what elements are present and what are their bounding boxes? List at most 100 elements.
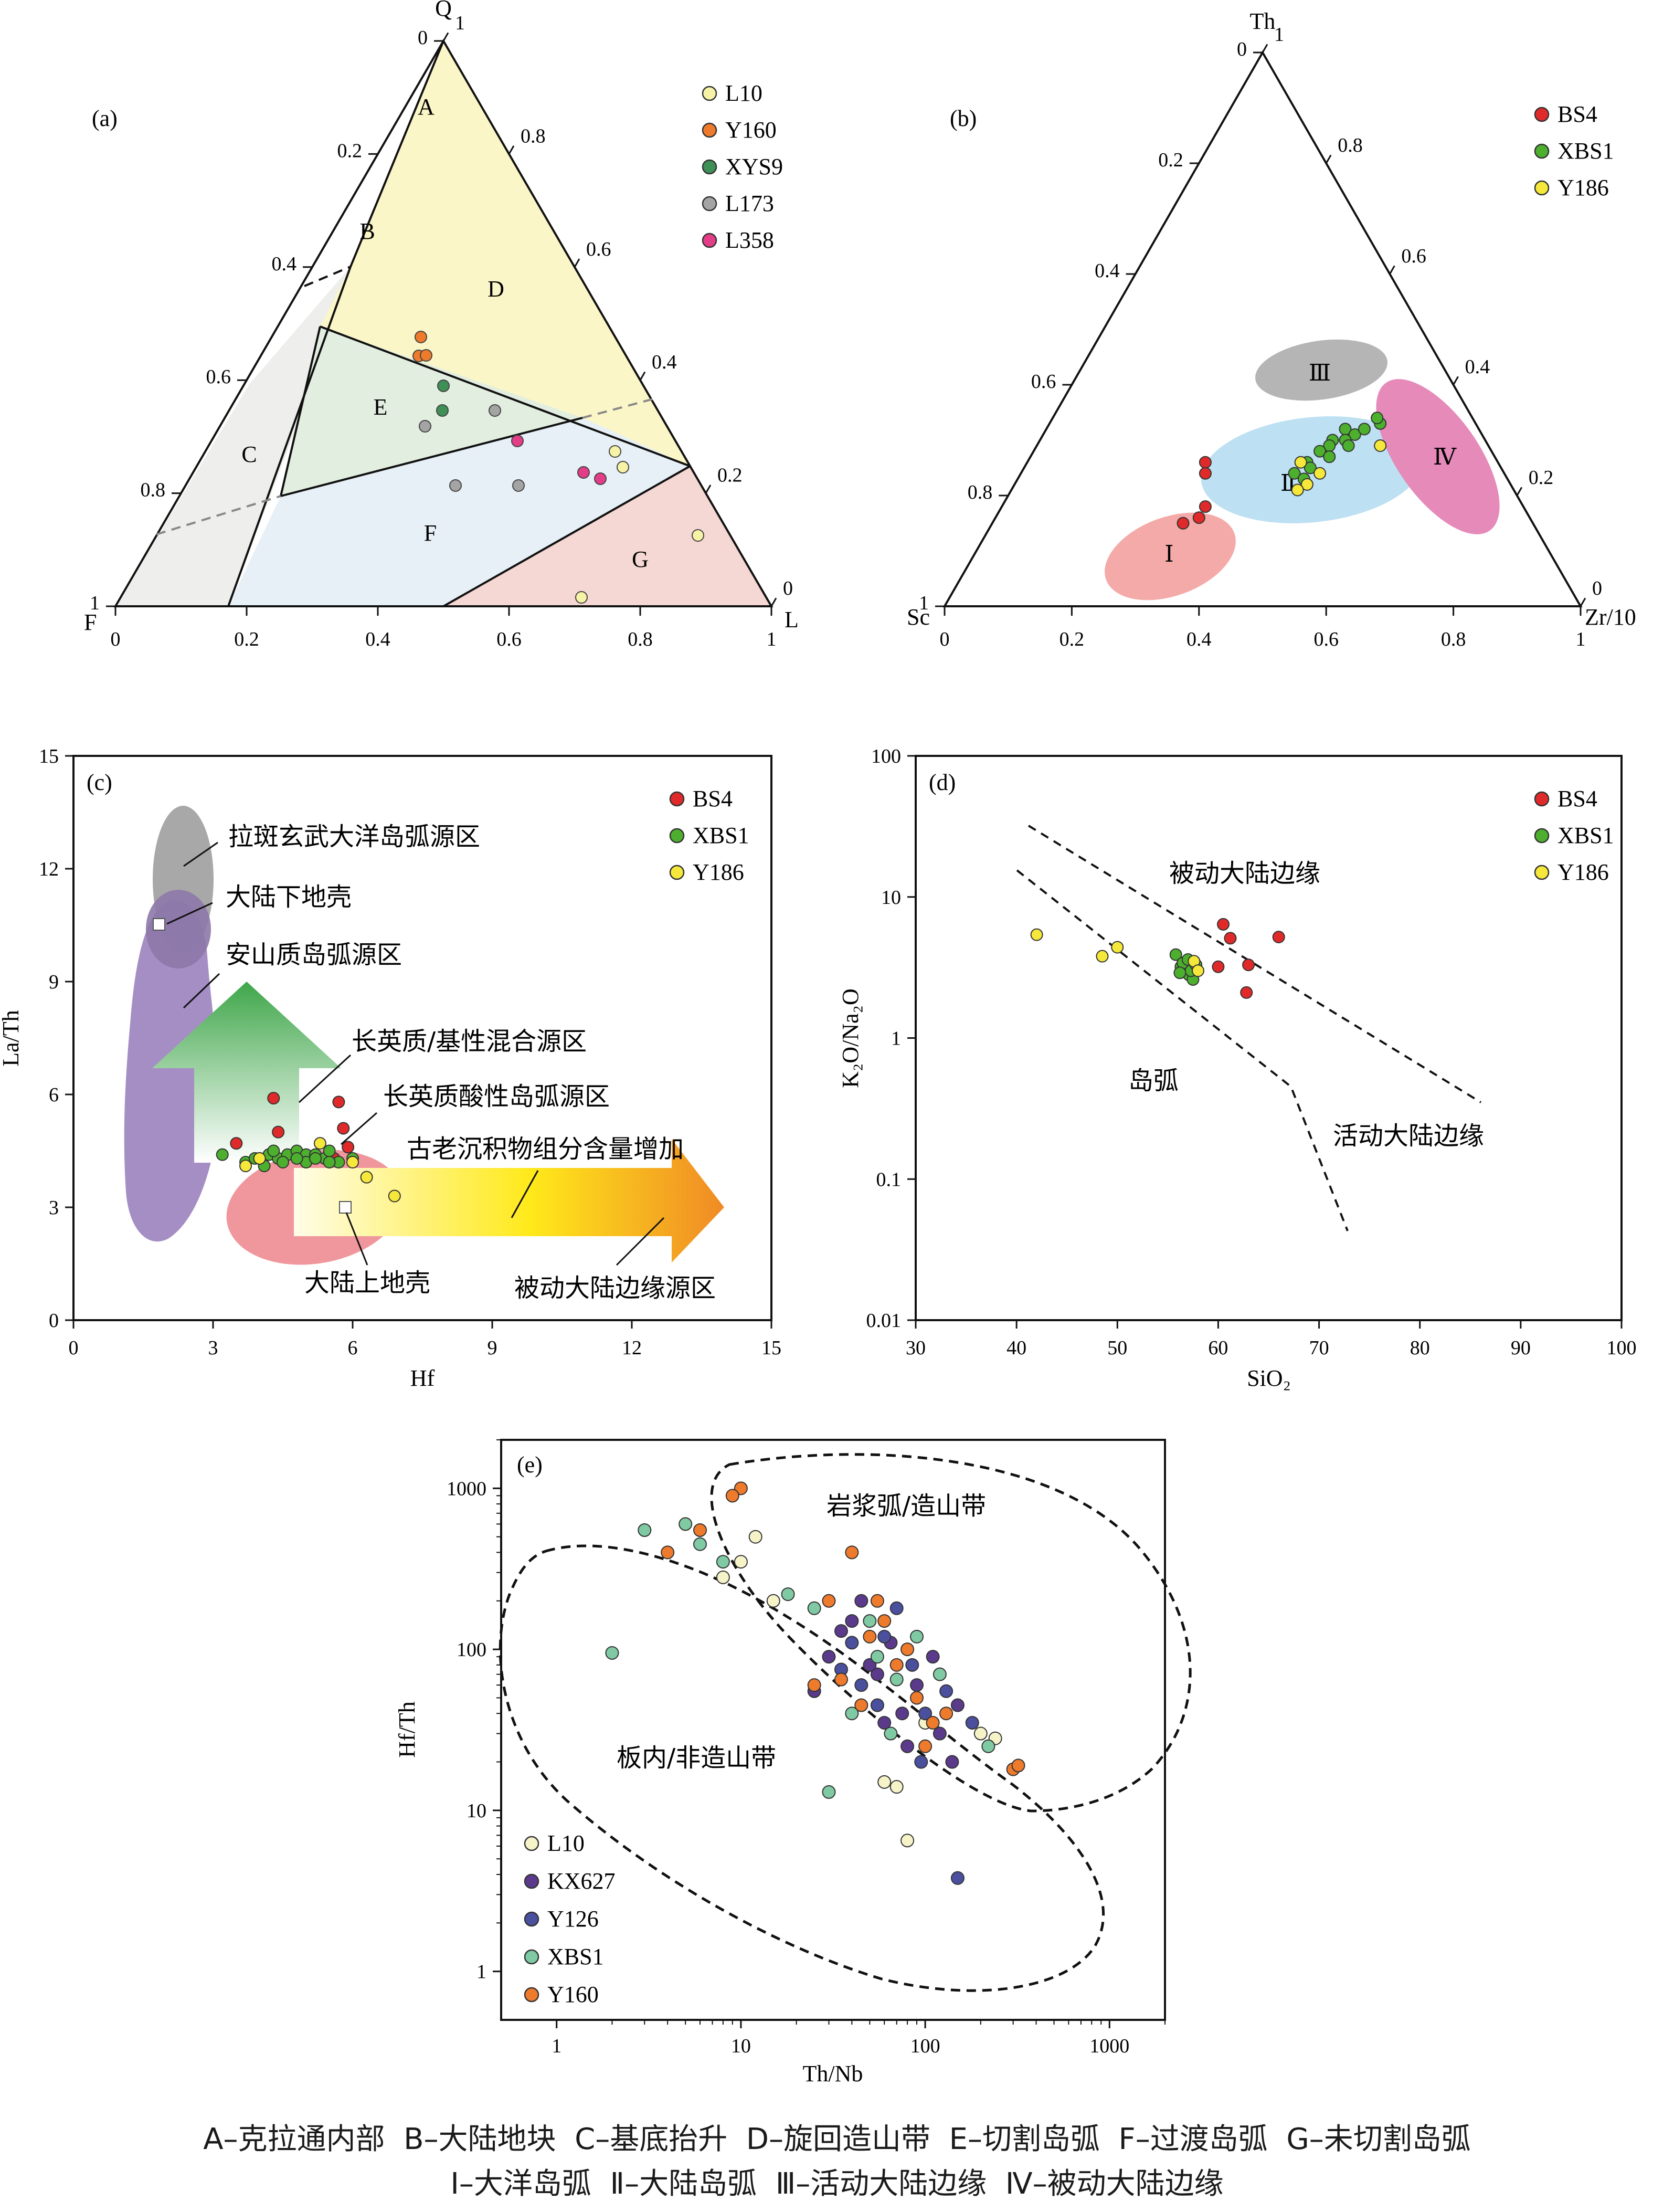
a-tick-right-5 <box>770 597 777 607</box>
a-tick-label-right-1: 0.8 <box>521 125 546 147</box>
e-legend-marker-1 <box>524 1873 539 1889</box>
d-legend-marker-2 <box>1534 865 1550 880</box>
b-tick-label-left-5: 1 <box>919 592 929 614</box>
a-tick-label-right-0: 1 <box>455 12 465 34</box>
anno-active-margin: 活动大陆边缘 <box>1333 1121 1484 1151</box>
region-label-c: C <box>241 441 257 467</box>
e-point-y160-18 <box>918 1739 933 1753</box>
e-point-y160-3 <box>693 1523 707 1537</box>
region-g <box>443 466 771 606</box>
c-point-xbs1-17 <box>323 1156 336 1168</box>
vertex-zr: Zr/10 <box>1585 604 1636 630</box>
anno-intraplate: 板内/非造山带 <box>617 1743 776 1773</box>
e-point-y160-16 <box>807 1678 821 1692</box>
b-tick-label-left-2: 0.4 <box>1095 260 1120 282</box>
region-label-a: A <box>418 94 435 120</box>
e-point-xbs1-7 <box>807 1601 821 1615</box>
a-tick-label-left-1: 0.2 <box>337 140 363 162</box>
e-point-xbs1-4 <box>716 1555 730 1569</box>
region-label-i: Ⅰ <box>1164 541 1173 567</box>
region-label-g: G <box>632 546 649 572</box>
field-intraplate <box>499 1544 1105 1992</box>
c-ytick-label-2: 6 <box>49 1084 59 1106</box>
e-ylabel: Hf/Th <box>394 1701 420 1758</box>
e-point-kx627-10 <box>900 1739 915 1753</box>
anno-andesitic: 安山质岛弧源区 <box>226 940 402 970</box>
vertex-q: Q <box>435 0 452 21</box>
c-xtick-label-1: 3 <box>208 1337 218 1359</box>
c-point-y186-4 <box>388 1189 401 1203</box>
a-tick-label-right-5: 0 <box>783 577 793 599</box>
b-point-xbs1-11 <box>1304 461 1317 475</box>
frame-c <box>72 755 772 1321</box>
e-point-y160-12 <box>900 1642 915 1657</box>
e-xtick-label-3: 1000 <box>1089 2035 1129 2057</box>
d-point-bs4-5 <box>1240 986 1253 999</box>
anno-mixed: 长英质/基性混合源区 <box>352 1027 587 1056</box>
a-point-l358-0 <box>511 435 524 447</box>
e-point-kx627-4 <box>910 1678 924 1692</box>
a-legend-marker-0 <box>702 86 717 101</box>
a-point-l10-3 <box>575 591 588 604</box>
e-xtick-label-0: 1 <box>552 2035 561 2057</box>
c-xtick-label-5: 15 <box>761 1337 781 1359</box>
e-point-l10-0 <box>748 1530 762 1544</box>
panel-b: Ⅲ Ⅱ Ⅳ Ⅰ (b) Th Sc Zr/10 00.20.40.60.81 1… <box>907 8 1636 650</box>
c-point-bs4-5 <box>342 1141 355 1154</box>
a-tick-right-4 <box>705 484 712 494</box>
e-point-y126-6 <box>889 1601 904 1615</box>
c-ytick-label-3: 9 <box>49 971 59 993</box>
e-point-y160-8 <box>910 1691 924 1705</box>
field-magmatic-arc <box>710 1453 1192 1813</box>
leader-mixed <box>298 1054 352 1103</box>
e-point-xbs1-9 <box>845 1707 859 1721</box>
c-legend-marker-2 <box>669 865 685 880</box>
e-point-xbs1-10 <box>889 1672 904 1687</box>
e-point-kx627-8 <box>950 1698 965 1712</box>
region-label-iv: Ⅳ <box>1433 444 1457 470</box>
d-xtick-label-3: 60 <box>1208 1337 1228 1359</box>
d-ylabel: K₂O/Na₂O <box>838 988 863 1088</box>
line-d <box>280 417 583 497</box>
b-tick-label-right-4: 0.2 <box>1529 467 1554 489</box>
d-point-y186-2 <box>1096 950 1109 963</box>
a-legend-label-2: XYS9 <box>725 154 783 180</box>
leader-old-sed <box>511 1170 539 1218</box>
d-point-bs4-3 <box>1242 958 1255 972</box>
e-point-xbs1-8 <box>870 1650 884 1664</box>
d-point-xbs1-8 <box>1173 966 1186 979</box>
d-ytick-label-1: 0.1 <box>876 1168 902 1191</box>
b-tick-label-bottom-2: 0.4 <box>1186 628 1212 650</box>
c-point-bs4-0 <box>267 1092 280 1105</box>
e-xtick-label-2: 100 <box>910 2035 940 2057</box>
line-a <box>349 40 444 267</box>
d-point-y186-0 <box>1030 928 1043 941</box>
b-tick-label-bottom-1: 0.2 <box>1060 628 1085 650</box>
c-point-xbs1-13 <box>277 1156 289 1168</box>
a-point-y160-2 <box>420 349 432 362</box>
a-tick-label-bottom-1: 0.2 <box>234 628 259 650</box>
b-point-y186-0 <box>1374 439 1387 452</box>
b-tick-right-2 <box>1389 265 1395 275</box>
vertex-sc: Sc <box>907 604 930 630</box>
e-point-y160-4 <box>845 1545 859 1560</box>
e-point-y126-7 <box>870 1698 884 1712</box>
leader-lower-crust <box>166 902 213 925</box>
b-tick-label-right-5: 0 <box>1592 577 1602 599</box>
b-tick-label-bottom-4: 0.8 <box>1441 628 1466 650</box>
d-point-bs4-4 <box>1212 960 1225 973</box>
c-ytick-label-5: 15 <box>39 745 59 767</box>
d-point-xbs1-0 <box>1169 948 1182 961</box>
e-point-kx627-13 <box>877 1715 892 1730</box>
a-point-l358-2 <box>594 472 607 485</box>
d-xtick-label-6: 90 <box>1511 1337 1531 1359</box>
region-label-b: B <box>359 218 375 244</box>
line-e <box>443 465 691 607</box>
arrow-orange <box>294 1139 724 1262</box>
e-point-kx627-6 <box>854 1594 868 1608</box>
b-tick-label-left-1: 0.2 <box>1158 149 1183 171</box>
b-legend-label-2: Y186 <box>1558 175 1609 201</box>
a-tick-label-right-3: 0.4 <box>652 351 677 373</box>
anno-lower-crust: 大陆下地壳 <box>226 882 352 912</box>
b-tick-right-3 <box>1453 376 1459 385</box>
